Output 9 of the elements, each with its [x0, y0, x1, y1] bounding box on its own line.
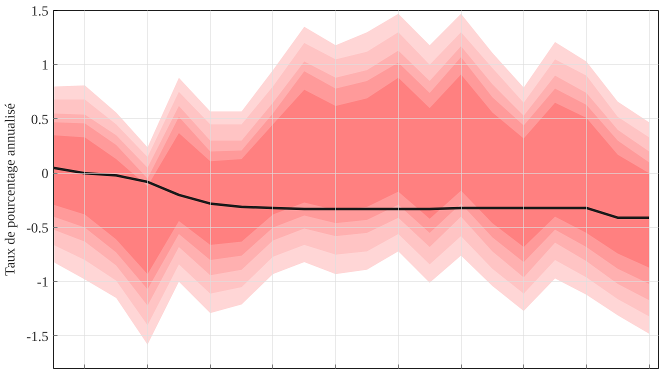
y-axis-title: Taux de pourcentage annualisé — [3, 103, 18, 276]
y-tick-label: -1 — [36, 276, 49, 291]
y-tick-label: -0.5 — [26, 221, 49, 236]
y-tick-label: 0.5 — [31, 112, 48, 128]
y-tick-label: -1.5 — [26, 330, 49, 345]
line-series — [54, 166, 650, 219]
y-tick-label: 1 — [42, 58, 48, 74]
y-tick-label: 0 — [42, 167, 48, 182]
y-tick-label: 1.5 — [31, 4, 48, 20]
